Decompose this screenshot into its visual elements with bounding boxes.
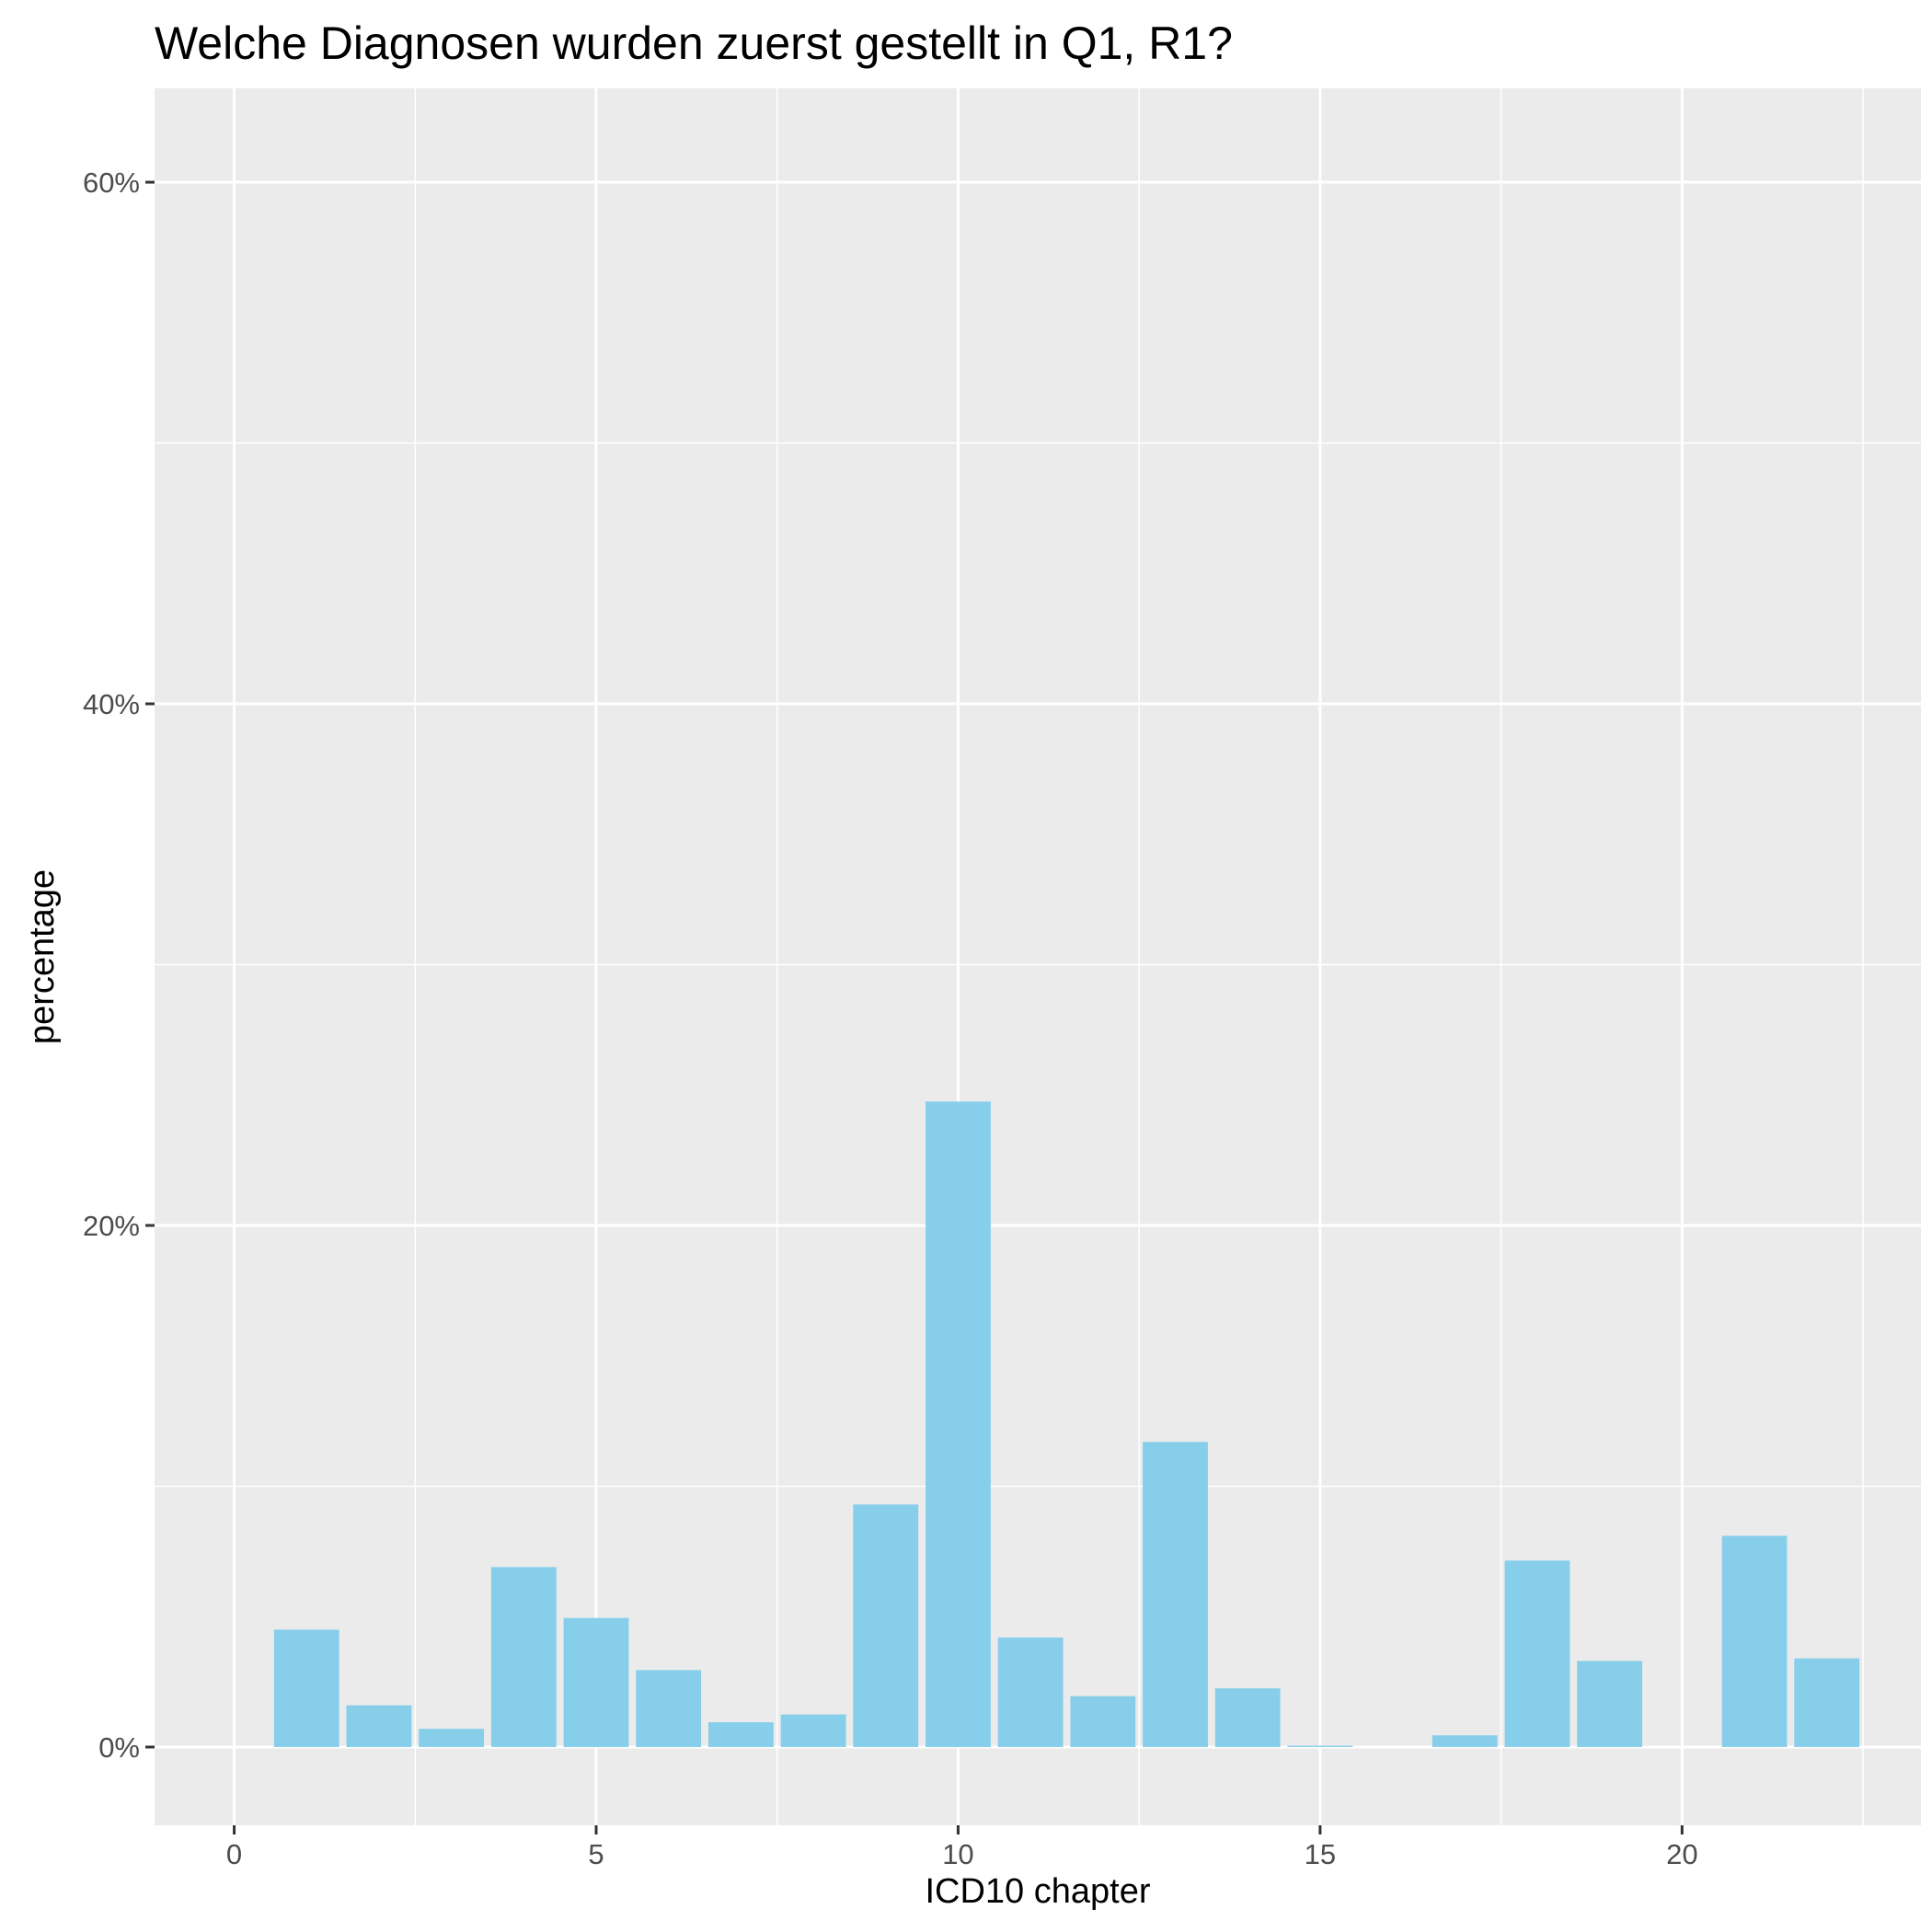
bar (1143, 1442, 1208, 1747)
y-axis: 0% 20% 40% 60% (83, 167, 155, 1764)
bar (563, 1617, 629, 1747)
bar (853, 1504, 919, 1747)
chart-title: Welche Diagnosen wurden zuerst gestellt … (155, 17, 1233, 69)
bar (419, 1729, 485, 1747)
bar (1070, 1696, 1136, 1747)
bar (1432, 1735, 1498, 1747)
x-tick-label: 10 (942, 1838, 973, 1870)
bar (780, 1714, 846, 1747)
bar (1214, 1688, 1281, 1747)
x-tick-label: 20 (1666, 1838, 1697, 1870)
y-tick-label: 20% (83, 1210, 140, 1242)
bar (1287, 1745, 1353, 1747)
x-axis: 0 5 10 15 20 (226, 1825, 1698, 1870)
x-tick-label: 5 (588, 1838, 604, 1870)
y-tick-label: 0% (98, 1731, 140, 1764)
bar (707, 1722, 774, 1747)
bar (636, 1670, 702, 1747)
x-tick-label: 15 (1305, 1838, 1336, 1870)
bar (1504, 1560, 1570, 1747)
bar (997, 1637, 1064, 1747)
bar (1721, 1535, 1788, 1747)
bar (926, 1101, 991, 1747)
x-axis-title: ICD10 chapter (925, 1872, 1150, 1911)
bar (490, 1567, 557, 1747)
minor-gridlines (155, 88, 1921, 1825)
x-tick-label: 0 (226, 1838, 242, 1870)
plot-panel (155, 88, 1921, 1825)
bar (346, 1705, 412, 1747)
y-tick-label: 40% (83, 688, 140, 720)
bar (1577, 1661, 1643, 1747)
y-tick-label: 60% (83, 167, 140, 199)
bars (273, 1101, 1860, 1747)
bar (273, 1629, 339, 1747)
y-axis-title: percentage (23, 869, 62, 1044)
bar (1794, 1658, 1860, 1747)
